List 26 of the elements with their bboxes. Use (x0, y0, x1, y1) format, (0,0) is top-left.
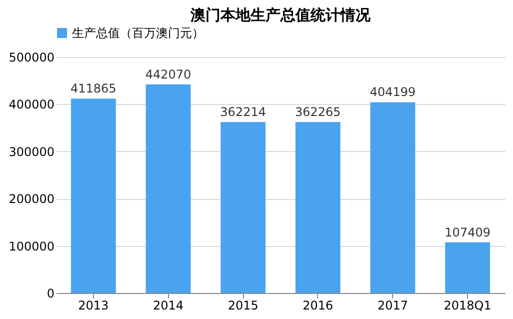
bar (370, 102, 416, 293)
bar (295, 122, 340, 293)
y-tick-label: 400000 (8, 98, 54, 112)
data-label: 404199 (370, 85, 416, 100)
x-tick-label: 2013 (78, 298, 109, 312)
x-tick-label: 2014 (152, 298, 184, 312)
data-label: 442070 (145, 67, 192, 82)
bar (445, 242, 490, 293)
x-tick-label: 2017 (377, 298, 408, 312)
y-tick-label: 200000 (8, 192, 54, 206)
bar (220, 122, 266, 293)
x-tick-label: 2018Q1 (444, 298, 492, 312)
data-label: 107409 (444, 225, 490, 240)
bar (70, 98, 116, 293)
data-label: 411865 (70, 82, 116, 96)
chart-title: 澳门本地生产总值统计情况 (190, 6, 372, 24)
bar (146, 84, 191, 293)
y-tick-label: 100000 (8, 239, 54, 254)
y-tick-label: 0 (46, 286, 54, 300)
data-label: 362265 (295, 105, 341, 120)
legend-label: 生产总值（百万澳门元） (72, 26, 204, 40)
y-tick-label: 500000 (8, 50, 54, 64)
data-label: 362214 (220, 105, 266, 120)
y-tick-label: 300000 (8, 144, 54, 159)
x-tick-label: 2016 (302, 298, 334, 312)
x-tick-label: 2015 (228, 298, 258, 312)
